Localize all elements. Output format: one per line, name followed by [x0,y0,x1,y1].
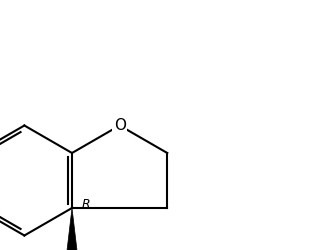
Polygon shape [67,208,78,250]
Text: O: O [114,118,126,133]
Text: R: R [82,198,90,210]
